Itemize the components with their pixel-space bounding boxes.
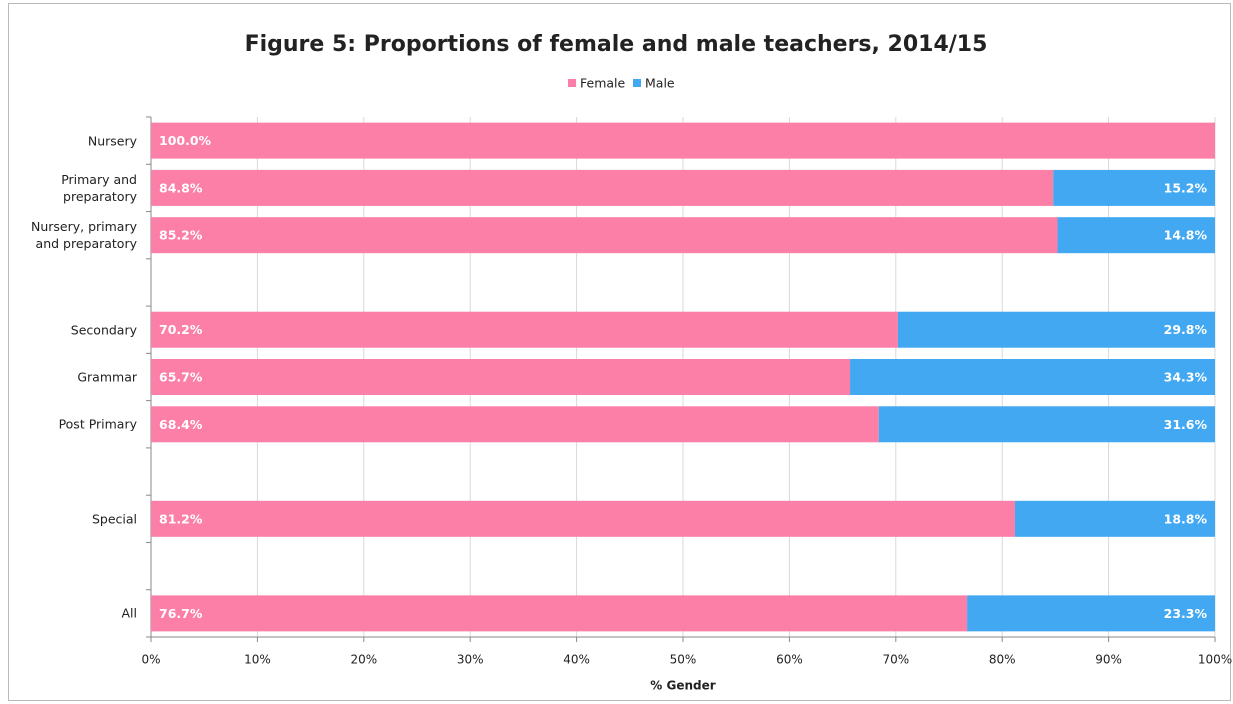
x-tick-label: 50% xyxy=(670,653,697,667)
y-tick-label: Post Primary xyxy=(58,416,137,432)
x-tick-label: 100% xyxy=(1198,653,1232,667)
bar xyxy=(151,500,1015,537)
y-tick-label: Nursery, primary and preparatory xyxy=(30,219,137,252)
data-label: 18.8% xyxy=(1164,511,1208,526)
bar xyxy=(850,359,1215,395)
bar xyxy=(151,311,898,348)
x-tick-label: 40% xyxy=(563,653,590,667)
chart-frame xyxy=(8,3,1231,701)
data-label: 14.8% xyxy=(1164,228,1208,243)
y-tick-label: Special xyxy=(91,511,137,527)
data-label: 84.8% xyxy=(159,180,203,195)
y-tick-label: All xyxy=(121,605,138,621)
bar xyxy=(967,595,1215,632)
data-label: 23.3% xyxy=(1164,606,1208,621)
bar xyxy=(151,595,968,632)
x-tick-label: 80% xyxy=(989,653,1016,667)
data-label: 31.6% xyxy=(1164,417,1208,432)
x-tick-label: 30% xyxy=(457,653,484,667)
data-label: 29.8% xyxy=(1164,322,1208,337)
bar xyxy=(151,169,1054,206)
bar xyxy=(151,217,1058,254)
data-label: 81.2% xyxy=(159,511,203,526)
x-tick-label: 20% xyxy=(350,653,377,667)
data-label: 34.3% xyxy=(1164,370,1208,385)
bar xyxy=(897,311,1215,348)
data-label: 85.2% xyxy=(159,228,203,243)
bar xyxy=(1057,217,1215,254)
data-label: 70.2% xyxy=(159,322,203,337)
legend-label: Male xyxy=(645,76,675,91)
bar xyxy=(151,122,1215,159)
x-axis-label: % Gender xyxy=(650,679,715,693)
data-label: 68.4% xyxy=(159,417,203,432)
data-label: 76.7% xyxy=(159,606,203,621)
legend-label: Female xyxy=(580,76,626,91)
bar xyxy=(1053,169,1215,206)
y-tick-label: Primary and preparatory xyxy=(61,171,137,204)
bar xyxy=(878,406,1215,443)
bar xyxy=(151,359,851,395)
x-tick-label: 90% xyxy=(1095,653,1122,667)
x-tick-label: 60% xyxy=(776,653,803,667)
x-tick-label: 70% xyxy=(882,653,909,667)
chart-title: Figure 5: Proportions of female and male… xyxy=(245,32,988,57)
x-tick-label: 10% xyxy=(244,653,271,667)
bar xyxy=(151,406,879,443)
data-label: 15.2% xyxy=(1164,180,1208,195)
x-tick-label: 0% xyxy=(141,653,160,667)
data-label: 100.0% xyxy=(159,133,212,148)
y-tick-label: Nursery xyxy=(87,133,137,149)
data-label: 65.7% xyxy=(159,370,203,385)
legend-swatch xyxy=(568,79,576,87)
y-tick-label: Secondary xyxy=(70,322,137,338)
bar xyxy=(1014,500,1215,537)
y-tick-label: Grammar xyxy=(77,369,137,385)
legend-swatch xyxy=(633,79,641,87)
